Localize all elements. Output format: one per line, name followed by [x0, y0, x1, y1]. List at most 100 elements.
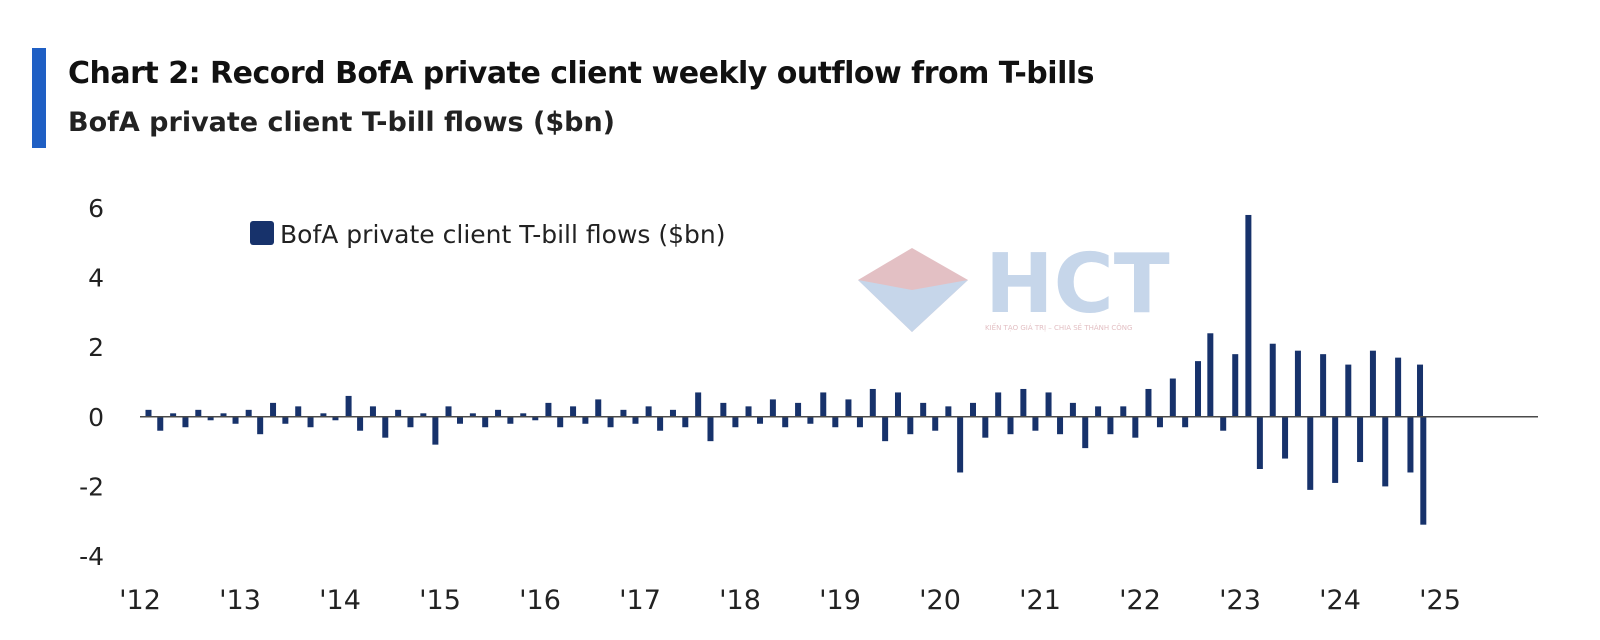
flow-bar: [632, 416, 639, 424]
flow-bar: [1282, 416, 1289, 459]
watermark-logo: HCT KIẾN TẠO GIÁ TRỊ – CHIA SẺ THÀNH CÔN…: [858, 237, 1170, 332]
x-tick-label: '12: [119, 585, 161, 616]
legend-label: BofA private client T-bill flows ($bn): [280, 220, 725, 249]
flow-bar: [1420, 416, 1427, 525]
flow-bar: [220, 413, 227, 417]
series-bars: [145, 214, 1427, 525]
flow-bar: [782, 416, 789, 428]
flow-bar: [620, 409, 627, 417]
x-tick-label: '16: [519, 585, 561, 616]
flow-bar: [1357, 416, 1364, 463]
flow-bar: [1245, 214, 1252, 417]
flow-bar: [232, 416, 239, 424]
flow-bar: [682, 416, 689, 428]
flow-bar: [707, 416, 714, 442]
flow-bar: [570, 406, 577, 417]
flow-bar: [720, 402, 727, 417]
flow-bar: [757, 416, 764, 424]
x-axis: '12 '13 '14 '15 '16 '17 '18 '19 '20 '21 '22 '23 '24 '…: [119, 585, 1461, 616]
flow-bar: [1045, 392, 1052, 417]
x-tick-label: '18: [719, 585, 761, 616]
flow-bar: [1332, 416, 1339, 483]
x-tick-label: '23: [1219, 585, 1261, 616]
flow-bar: [469, 413, 476, 417]
chart-subtitle: BofA private client T-bill flows ($bn): [68, 107, 616, 138]
flow-bar: [856, 416, 863, 428]
y-tick-label: 0: [88, 403, 104, 432]
flow-bar: [1032, 416, 1039, 431]
flow-bar: [532, 416, 539, 421]
flow-bar: [1007, 416, 1014, 435]
flow-bar: [257, 416, 264, 435]
x-tick-label: '20: [919, 585, 961, 616]
flow-bar: [807, 416, 814, 424]
flow-bar: [1307, 416, 1314, 490]
flow-bar: [270, 402, 277, 417]
y-tick-label: 6: [88, 194, 104, 223]
flow-bar: [382, 416, 389, 438]
flow-bar: [945, 406, 952, 417]
flow-bar: [332, 416, 339, 421]
flow-bar: [395, 409, 402, 417]
flow-bar: [1082, 416, 1089, 449]
watermark-diamond-lower: [858, 280, 968, 332]
y-tick-label: -2: [79, 472, 104, 501]
x-tick-label: '15: [419, 585, 461, 616]
flow-bar: [1417, 364, 1424, 417]
flow-bar: [507, 416, 514, 424]
flow-bar: [170, 413, 177, 417]
x-tick-label: '22: [1119, 585, 1161, 616]
flow-bar: [1345, 364, 1352, 417]
flow-bar: [157, 416, 164, 431]
flow-bar: [669, 409, 676, 417]
title-accent-bar: [32, 48, 46, 148]
flow-bar: [545, 402, 552, 417]
flow-bar: [920, 402, 927, 417]
chart-title: Chart 2: Record BofA private client week…: [68, 56, 1095, 91]
x-tick-label: '14: [319, 585, 361, 616]
flow-bar: [1294, 350, 1301, 417]
flow-bar: [1207, 333, 1214, 417]
flow-bar: [432, 416, 439, 445]
flow-bar: [595, 399, 602, 417]
flow-bar: [1169, 378, 1176, 417]
flow-bar: [1095, 406, 1102, 417]
flow-bar: [420, 413, 427, 417]
flow-bar: [645, 406, 652, 417]
y-tick-label: -4: [79, 542, 104, 571]
flow-bar: [957, 416, 964, 473]
watermark-tagline: KIẾN TẠO GIÁ TRỊ – CHIA SẺ THÀNH CÔNG: [985, 322, 1132, 332]
flow-bar: [295, 406, 302, 417]
flow-bar: [832, 416, 839, 428]
y-axis: 6 4 2 0 -2 -4: [79, 194, 104, 571]
x-tick-label: '21: [1019, 585, 1061, 616]
flow-bar: [1156, 416, 1163, 428]
flow-bar: [657, 416, 664, 431]
flow-bar: [1020, 388, 1027, 417]
watermark-brand: HCT: [985, 237, 1170, 332]
flow-bar: [495, 409, 502, 417]
flow-bar: [482, 416, 489, 428]
flow-bar: [695, 392, 702, 417]
flow-bar: [195, 409, 202, 417]
flow-bar: [282, 416, 289, 424]
flow-bar: [869, 388, 876, 417]
flow-bar: [345, 395, 352, 417]
flow-bar: [1369, 350, 1376, 417]
flow-bar: [1069, 402, 1076, 417]
flow-bar: [1320, 354, 1327, 417]
flow-bar: [357, 416, 364, 431]
flow-bar: [732, 416, 739, 428]
flow-bar: [1382, 416, 1389, 487]
flow-bar: [445, 406, 452, 417]
flow-bar: [1195, 361, 1202, 417]
flow-bar: [582, 416, 589, 424]
flow-bar: [369, 406, 376, 417]
flow-bar: [1057, 416, 1064, 435]
flow-bar: [932, 416, 939, 431]
flow-bar: [1182, 416, 1189, 428]
flow-bar: [894, 392, 901, 417]
flow-bar: [1407, 416, 1414, 473]
flow-bar: [607, 416, 614, 428]
